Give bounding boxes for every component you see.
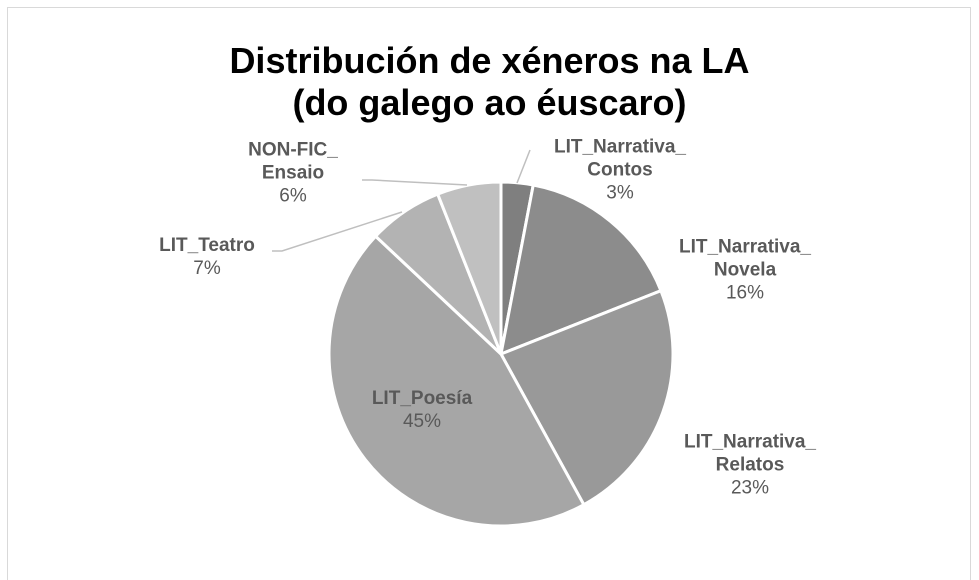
data-label: LIT_Poesía 45% — [347, 387, 497, 433]
pie-slice — [327, 234, 586, 528]
category-label: LIT_Narrativa_Contos — [553, 136, 686, 181]
value-label: 23% — [730, 477, 770, 499]
category-label: LIT_Teatro — [159, 235, 255, 256]
data-label: LIT_Narrativa_Contos 3% — [545, 136, 695, 205]
leader-line — [272, 211, 403, 252]
pie-slice — [435, 180, 503, 355]
pie — [327, 180, 675, 528]
leader-line — [362, 179, 468, 186]
category-label: LIT_Narrativa_Relatos — [683, 431, 816, 476]
data-label: LIT_Narrativa_Relatos 23% — [675, 431, 825, 500]
value-label: 3% — [606, 182, 634, 204]
leader-line — [516, 149, 531, 184]
chart-title: (do galego ao éuscaro) — [292, 82, 687, 123]
pie-slice — [499, 183, 663, 357]
data-label: LIT_Narrativa_Novela 16% — [670, 236, 820, 305]
data-label: LIT_Teatro 7% — [132, 234, 282, 280]
category-label: NON-FIC_Ensaio — [248, 139, 338, 184]
pie-slice — [498, 288, 675, 507]
chart-border — [7, 7, 971, 580]
value-label: 6% — [279, 185, 307, 207]
value-label: 16% — [725, 282, 765, 304]
data-label: NON-FIC_Ensaio 6% — [218, 139, 368, 208]
value-label: 45% — [402, 411, 442, 432]
category-label: LIT_Poesía — [371, 388, 473, 409]
chart-title: Distribución de xéneros na LA — [229, 40, 750, 81]
value-label: 7% — [193, 258, 221, 279]
category-label: LIT_Narrativa_Novela — [678, 236, 811, 281]
